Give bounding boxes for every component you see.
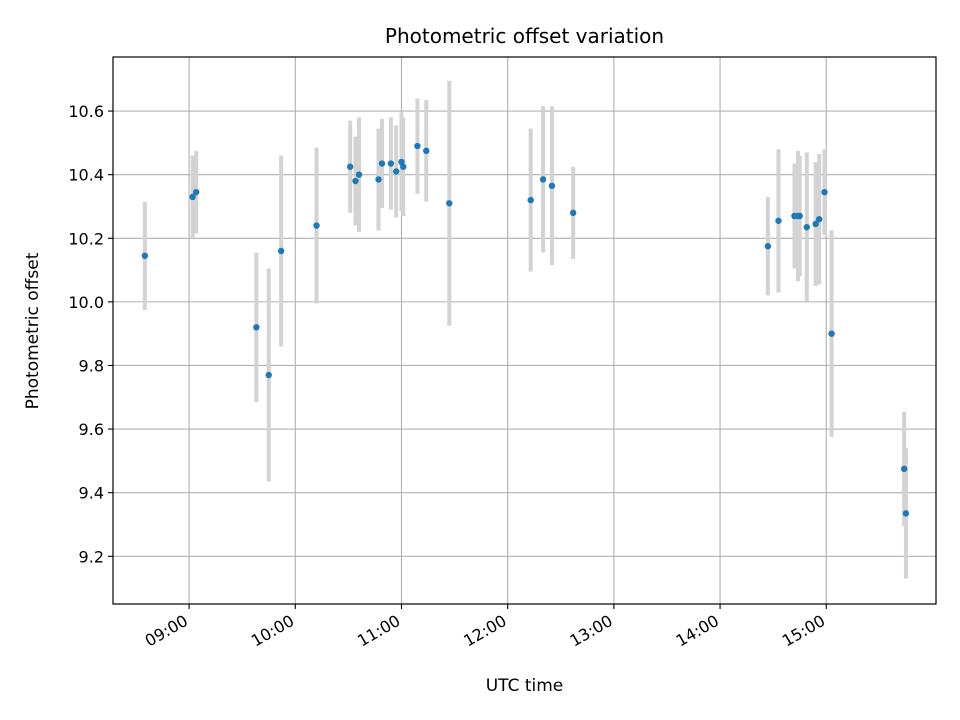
- data-point: [378, 160, 386, 167]
- y-tick-label: 9.2: [79, 547, 104, 566]
- data-point: [277, 247, 285, 255]
- y-tick-label: 10.0: [68, 293, 104, 312]
- data-point: [141, 252, 149, 259]
- y-tick-label: 9.6: [79, 420, 104, 439]
- plot-frame: [112, 56, 937, 605]
- data-point: [764, 243, 772, 250]
- y-tick-label: 9.8: [79, 356, 104, 375]
- data-point: [569, 209, 577, 217]
- data-point: [815, 215, 823, 223]
- data-point: [796, 212, 803, 220]
- x-axis-title: UTC time: [486, 676, 564, 696]
- data-point: [423, 147, 430, 155]
- data-point: [775, 217, 782, 224]
- data-point: [189, 193, 196, 201]
- data-point: [539, 176, 547, 183]
- data-point: [446, 200, 453, 207]
- y-axis-title: Photometric offset: [23, 252, 43, 409]
- data-point: [192, 188, 200, 196]
- data-point: [414, 142, 421, 150]
- data-point: [812, 220, 819, 228]
- y-tick-label: 9.4: [79, 484, 104, 503]
- y-tick-label: 10.6: [68, 102, 104, 121]
- data-point: [400, 163, 407, 170]
- data-point: [253, 324, 260, 331]
- data-point: [900, 465, 908, 473]
- data-point: [313, 222, 320, 229]
- data-point: [352, 177, 359, 185]
- data-point: [265, 371, 272, 379]
- data-point: [346, 163, 354, 170]
- data-point: [803, 223, 810, 231]
- y-tick-label: 10.4: [68, 166, 104, 185]
- y-tick-label: 10.2: [68, 229, 104, 248]
- data-point: [375, 176, 382, 183]
- data-point: [828, 330, 835, 337]
- data-point: [902, 510, 910, 517]
- data-point: [548, 182, 556, 189]
- data-points: [141, 142, 910, 517]
- data-point: [355, 171, 363, 178]
- data-point: [821, 188, 828, 196]
- chart-title: Photometric offset variation: [385, 24, 664, 48]
- data-point: [387, 160, 395, 167]
- data-point: [527, 196, 534, 204]
- data-point: [392, 168, 400, 175]
